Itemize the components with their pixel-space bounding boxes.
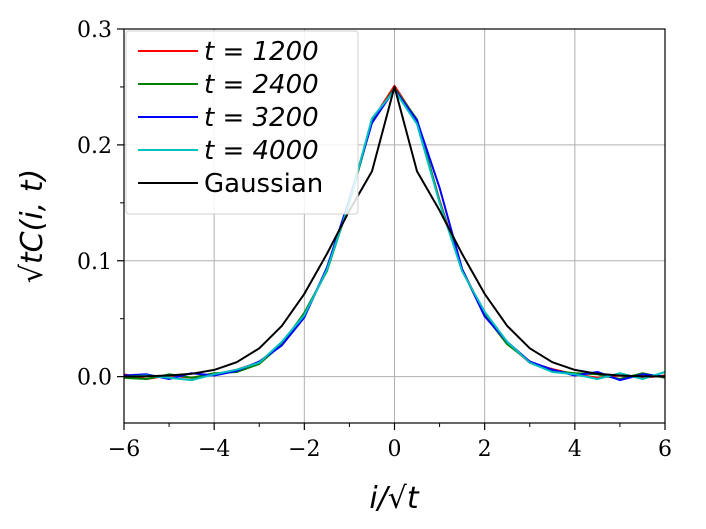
legend-label: t = 2400 bbox=[204, 70, 319, 100]
legend-label: t = 3200 bbox=[204, 103, 319, 133]
x-tick-label: −6 bbox=[108, 437, 140, 462]
x-tick-label: −2 bbox=[288, 437, 320, 462]
legend-box bbox=[125, 30, 359, 215]
x-tick-label: 0 bbox=[388, 437, 402, 462]
x-tick-label: 2 bbox=[478, 437, 492, 462]
legend-label: t = 4000 bbox=[204, 136, 319, 166]
y-tick-label: 0.0 bbox=[77, 366, 112, 391]
x-axis-label: i/√t bbox=[369, 481, 420, 516]
y-axis-label: √tC(i, t) bbox=[15, 169, 50, 283]
x-tick-label: 4 bbox=[568, 437, 582, 462]
y-tick-label: 0.1 bbox=[77, 250, 112, 275]
x-tick-label: 6 bbox=[658, 437, 672, 462]
series-line-4 bbox=[123, 85, 666, 378]
axis-ticks: −6 −4 −2 0 2 4 6 0.0 0.1 0.2 0.3 bbox=[77, 18, 672, 462]
y-tick-label: 0.2 bbox=[77, 134, 112, 159]
x-tick-label: −4 bbox=[198, 437, 230, 462]
legend-label: Gaussian bbox=[204, 169, 323, 199]
legend-label: t = 1200 bbox=[204, 37, 319, 67]
y-tick-label: 0.3 bbox=[77, 18, 112, 43]
series-lines bbox=[123, 84, 666, 382]
